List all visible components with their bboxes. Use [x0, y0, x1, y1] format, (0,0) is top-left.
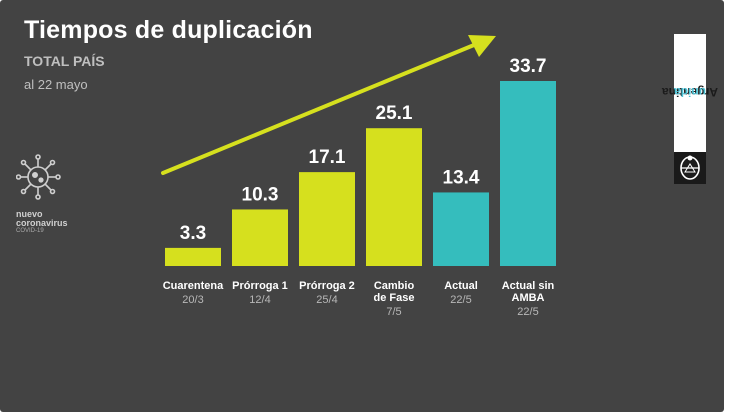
category-label-5: Actual	[444, 280, 478, 292]
value-label-2: 10.3	[242, 184, 279, 205]
national-seal-icon	[674, 152, 706, 184]
category-label-2-line-1: Prórroga 1	[232, 280, 288, 292]
virus-icon	[15, 154, 61, 200]
date-label-1: 20/3	[182, 294, 203, 306]
value-label-3: 17.1	[309, 147, 346, 168]
chart-date: al 22 mayo	[24, 77, 88, 92]
bar-3	[299, 172, 355, 266]
date-label-6: 22/5	[517, 306, 538, 318]
category-label-2: Prórroga 1	[232, 280, 288, 292]
brand-line-2: coronavirus	[16, 218, 68, 228]
bar-4	[366, 128, 422, 266]
argentina-unida-logo: Argentina unida	[662, 34, 718, 184]
category-label-5-line-1: Actual	[444, 280, 478, 292]
value-label-1: 3.3	[180, 223, 206, 244]
category-label-4: Cambio de Fase	[374, 280, 415, 304]
category-label-6: Actual sin AMBA	[502, 280, 555, 304]
category-label-6-line-1: Actual sin	[502, 280, 555, 292]
chart-title: Tiempos de duplicación	[24, 16, 313, 44]
category-label-6-line-2: AMBA	[512, 292, 545, 304]
bar-2	[232, 209, 288, 266]
coronavirus-brand: nuevo coronavirus COVID-19	[15, 153, 76, 243]
category-label-3: Prórroga 2	[299, 280, 355, 292]
trend-arrow	[161, 35, 496, 175]
date-label-3: 25/4	[316, 294, 337, 306]
date-label-2: 12/4	[249, 294, 270, 306]
brand-line-3: COVID-19	[16, 228, 44, 234]
brand-line-1: nuevo	[16, 209, 43, 219]
date-label-5: 22/5	[450, 294, 471, 306]
bar-6	[500, 81, 556, 266]
category-label-1-line-1: Cuarentena	[163, 280, 224, 292]
bar-1	[165, 247, 221, 266]
date-label-4: 7/5	[386, 306, 401, 318]
bar-5	[433, 192, 489, 266]
category-label-3-line-1: Prórroga 2	[299, 280, 355, 292]
category-label-4-line-1: Cambio	[374, 280, 415, 292]
chart-subtitle: TOTAL PAÍS	[24, 53, 105, 69]
value-label-5: 13.4	[443, 167, 480, 188]
value-label-6: 33.7	[510, 56, 547, 77]
category-label-1: Cuarentena	[163, 280, 224, 292]
value-label-4: 25.1	[376, 103, 413, 124]
category-label-4-line-2: de Fase	[374, 292, 415, 304]
